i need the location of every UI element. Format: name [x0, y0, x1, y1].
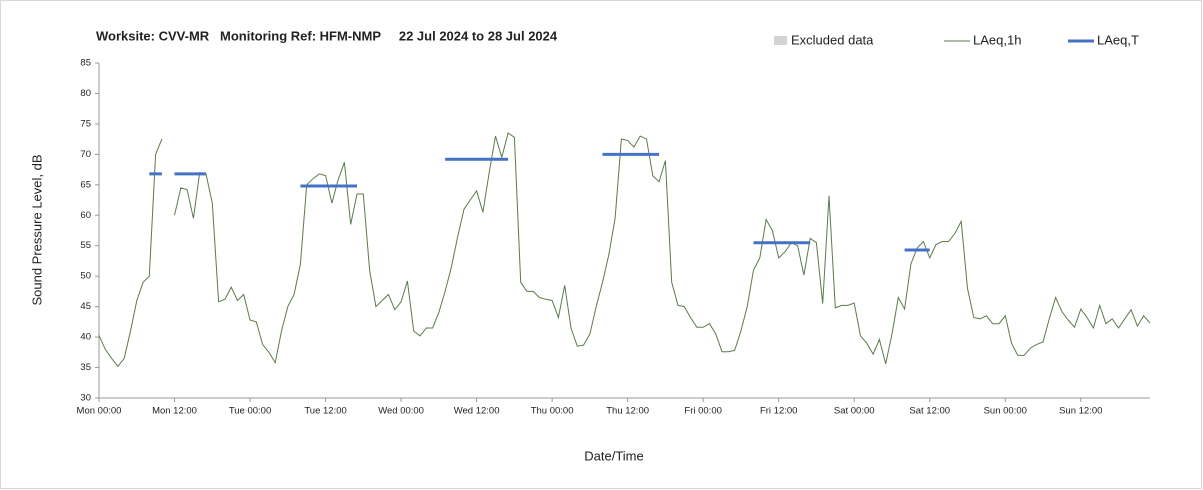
- x-tick-label: Sat 12:00: [909, 406, 950, 417]
- y-tick-label: 45: [80, 301, 91, 312]
- y-tick-label: 30: [80, 393, 91, 404]
- y-tick-label: 50: [80, 271, 91, 282]
- x-tick-label: Fri 00:00: [684, 406, 722, 417]
- y-tick-label: 85: [80, 58, 91, 69]
- x-tick-label: Wed 12:00: [454, 406, 500, 417]
- y-tick-label: 80: [80, 88, 91, 99]
- legend-label: Excluded data: [791, 32, 874, 47]
- x-tick-label: Thu 00:00: [531, 406, 574, 417]
- legend-swatch: [774, 36, 787, 45]
- x-tick-label: Sun 00:00: [984, 406, 1027, 417]
- x-tick-label: Sun 12:00: [1059, 406, 1102, 417]
- x-tick-label: Thu 12:00: [606, 406, 649, 417]
- x-tick-label: Mon 00:00: [77, 406, 122, 417]
- series-line: [149, 152, 930, 252]
- x-tick-label: Mon 12:00: [152, 406, 197, 417]
- chart-title: Worksite: CVV-MR Monitoring Ref: HFM-NMP…: [96, 28, 558, 43]
- x-tick-label: Sat 00:00: [834, 406, 875, 417]
- legend-label: LAeq,1h: [973, 32, 1021, 47]
- y-tick-label: 55: [80, 240, 91, 251]
- y-axis-label: Sound Pressure Level, dB: [29, 154, 44, 305]
- y-tick-label: 60: [80, 210, 91, 221]
- y-tick-label: 40: [80, 332, 91, 343]
- x-axis-label: Date/Time: [584, 448, 643, 463]
- y-tick-label: 35: [80, 362, 91, 373]
- x-tick-label: Fri 12:00: [760, 406, 798, 417]
- x-tick-label: Tue 12:00: [304, 406, 346, 417]
- y-tick-label: 75: [80, 118, 91, 129]
- x-tick-label: Tue 00:00: [229, 406, 271, 417]
- y-tick-label: 70: [80, 149, 91, 160]
- series-line: [98, 132, 1151, 368]
- x-tick-label: Wed 00:00: [378, 406, 424, 417]
- legend-label: LAeq,T: [1097, 32, 1139, 47]
- y-tick-label: 65: [80, 179, 91, 190]
